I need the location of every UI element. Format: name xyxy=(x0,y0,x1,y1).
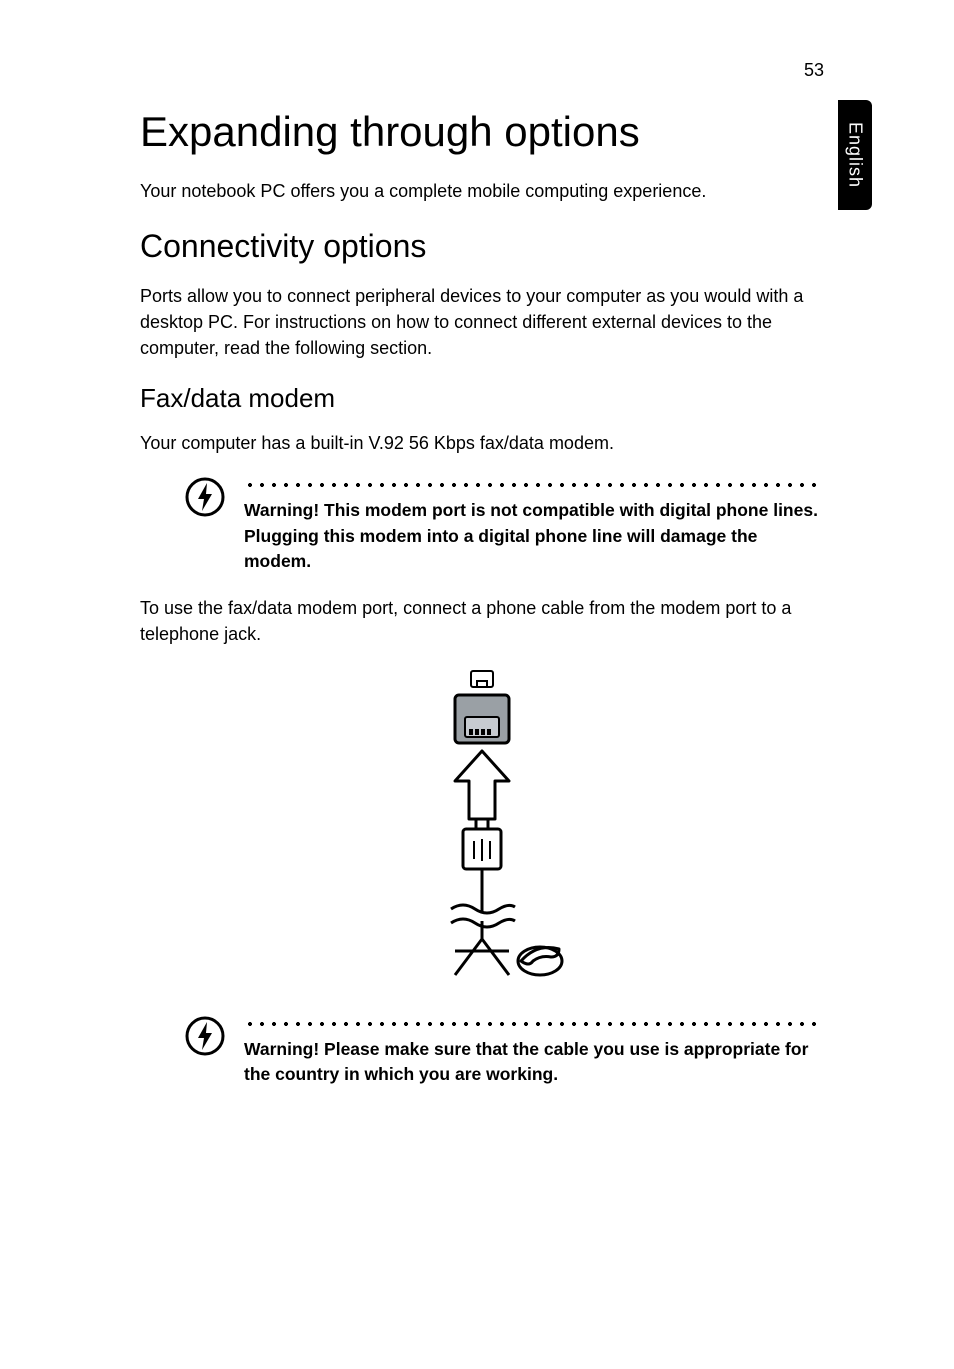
warning-1-text: Warning! This modem port is not compatib… xyxy=(244,498,824,574)
section-connectivity-body: Ports allow you to connect peripheral de… xyxy=(140,283,824,361)
page-title: Expanding through options xyxy=(140,108,824,156)
warning-2-text: Warning! Please make sure that the cable… xyxy=(244,1037,824,1088)
intro-paragraph: Your notebook PC offers you a complete m… xyxy=(140,178,824,204)
modem-cable-diagram xyxy=(140,669,824,999)
subsection-faxmodem-body: Your computer has a built-in V.92 56 Kbp… xyxy=(140,430,824,456)
language-tab-label: English xyxy=(845,122,866,188)
language-tab: English xyxy=(838,100,872,210)
faxmodem-usage-paragraph: To use the fax/data modem port, connect … xyxy=(140,595,824,647)
warning-callout-1-content: Warning! This modem port is not compatib… xyxy=(244,478,824,574)
callout-dots-separator xyxy=(244,478,824,492)
lightning-warning-icon xyxy=(184,1015,226,1062)
callout-dots-separator xyxy=(244,1017,824,1031)
section-connectivity-heading: Connectivity options xyxy=(140,228,824,265)
lightning-warning-icon xyxy=(184,476,226,523)
warning-callout-2-content: Warning! Please make sure that the cable… xyxy=(244,1017,824,1088)
page-number: 53 xyxy=(804,60,824,81)
subsection-faxmodem-heading: Fax/data modem xyxy=(140,383,824,414)
warning-callout-2: Warning! Please make sure that the cable… xyxy=(184,1017,824,1088)
warning-callout-1: Warning! This modem port is not compatib… xyxy=(184,478,824,574)
page-content: Expanding through options Your notebook … xyxy=(0,0,954,1158)
